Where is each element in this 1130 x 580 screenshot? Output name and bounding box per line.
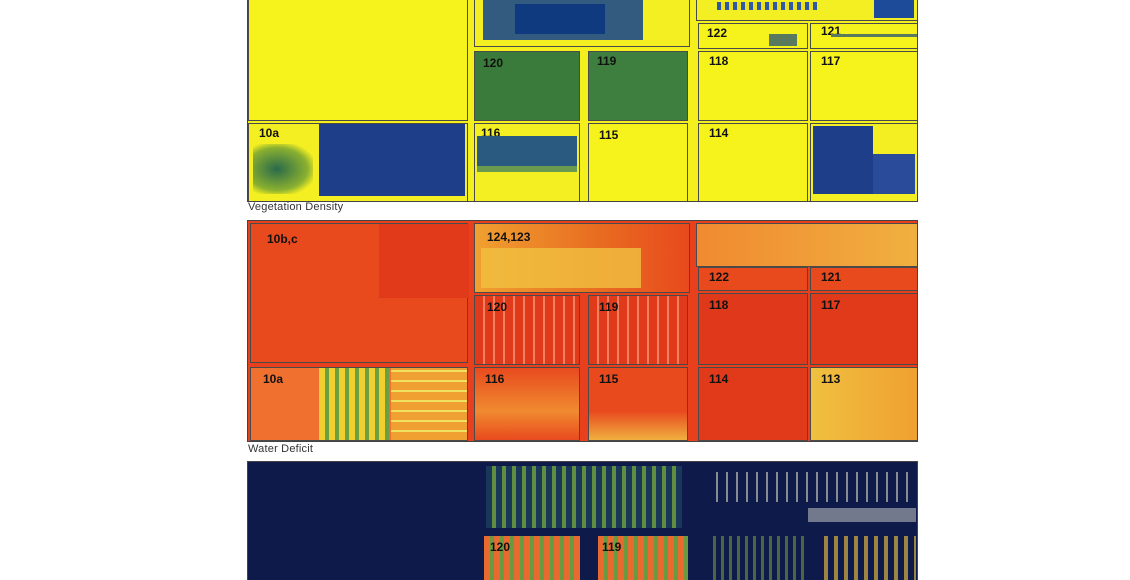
label-118: 118 <box>709 298 729 312</box>
field-121: 121 <box>810 23 917 49</box>
label-122: 122 <box>707 26 728 40</box>
label-119: 119 <box>597 54 617 68</box>
field-120: 120 <box>484 536 580 580</box>
field-119: 119 <box>588 295 688 365</box>
label-122: 122 <box>709 270 730 284</box>
label-118: 118 <box>709 54 729 68</box>
field-lower-far-right <box>818 536 916 580</box>
water-deficit-map: 10b,c 124,123 122 121 120 119 118 117 10… <box>247 220 918 442</box>
field-118: 118 <box>698 51 808 121</box>
field-124-123: 124,123 <box>474 223 690 293</box>
field-115: 115 <box>588 123 688 201</box>
field-10a: 10a <box>248 123 468 201</box>
label-119: 119 <box>602 540 622 554</box>
label-119: 119 <box>599 300 619 314</box>
label-10a: 10a <box>263 372 284 386</box>
label-121: 121 <box>821 270 842 284</box>
field-lower-right <box>708 536 808 580</box>
field-114: 114 <box>698 123 808 201</box>
label-116: 116 <box>485 372 505 386</box>
field-118: 118 <box>698 293 808 365</box>
label-120: 120 <box>483 56 504 70</box>
label-114: 114 <box>709 126 729 140</box>
field-top-right <box>696 223 917 267</box>
field-113: 113 <box>810 367 917 441</box>
field-124-123 <box>474 0 690 47</box>
field-116: 116 <box>474 123 580 201</box>
field-119: 119 <box>588 51 688 121</box>
caption-vegetation-density: Vegetation Density <box>248 201 344 213</box>
field-122: 122 <box>698 267 808 291</box>
label-10bc: 10b,c <box>267 232 298 246</box>
field-10bc: 10b,c <box>250 223 469 363</box>
label-115: 115 <box>599 128 619 142</box>
vegetation-density-map: 122 121 120 119 118 117 10a 116 115 114 … <box>247 0 918 202</box>
caption-water-deficit: Water Deficit <box>248 443 314 455</box>
field-120: 120 <box>474 51 580 121</box>
field-strip <box>808 508 916 522</box>
field-upper-right <box>708 472 908 502</box>
field-117: 117 <box>810 51 917 121</box>
label-113: 113 <box>821 372 841 386</box>
label-120: 120 <box>487 300 508 314</box>
field-121: 121 <box>810 267 917 291</box>
label-115: 115 <box>599 372 619 386</box>
field-113: 113 <box>810 123 917 201</box>
label-124-123: 124,123 <box>487 230 531 244</box>
field-116: 116 <box>474 367 580 441</box>
label-114: 114 <box>709 372 729 386</box>
label-120: 120 <box>490 540 511 554</box>
field-120: 120 <box>474 295 580 365</box>
field-10a: 10a <box>250 367 468 441</box>
field-top-right <box>696 0 917 21</box>
field-117: 117 <box>810 293 917 365</box>
field-122: 122 <box>698 23 808 49</box>
field-119: 119 <box>598 536 688 580</box>
label-117: 117 <box>821 298 841 312</box>
field-upper-crop <box>486 466 682 528</box>
field-115: 115 <box>588 367 688 441</box>
field-10bc <box>248 0 468 121</box>
field-114: 114 <box>698 367 808 441</box>
third-index-map: 120 119 <box>247 461 918 580</box>
label-10a: 10a <box>259 126 280 140</box>
label-117: 117 <box>821 54 841 68</box>
